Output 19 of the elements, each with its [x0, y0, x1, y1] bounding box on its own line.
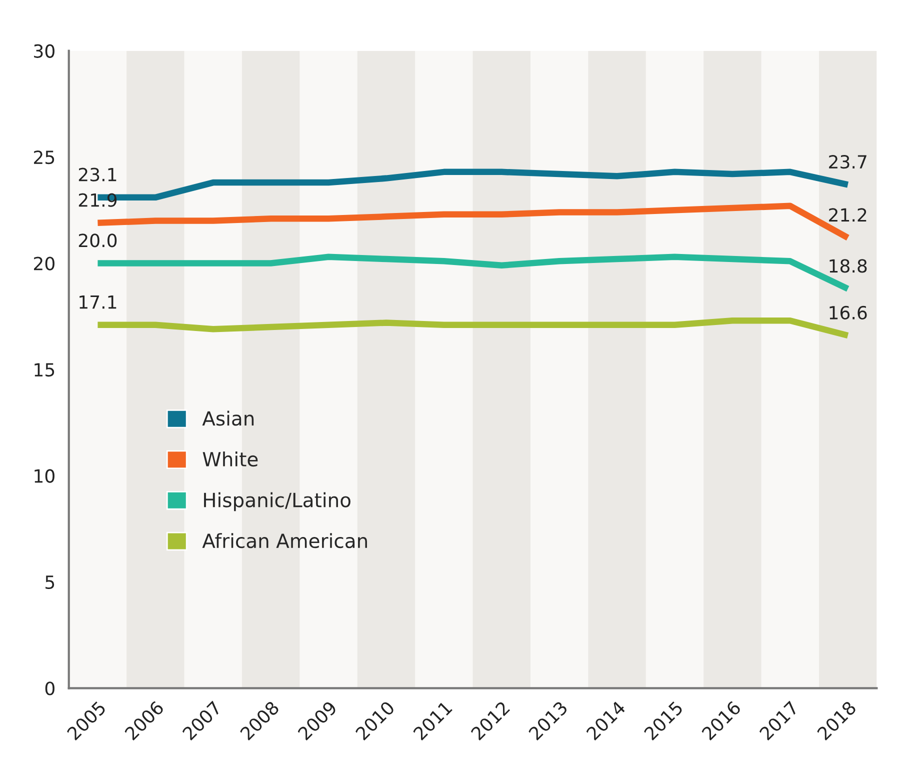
legend-label: Asian [202, 410, 254, 426]
legend-label: African American [202, 533, 367, 548]
data-label: 23.1 [78, 168, 116, 182]
data-label: 16.6 [830, 306, 867, 320]
y-tick-label: 5 [46, 576, 54, 590]
data-label: 20.0 [78, 234, 117, 248]
data-label: 18.8 [830, 259, 867, 273]
legend-label: White [202, 452, 258, 467]
y-tick-label: 15 [34, 363, 54, 377]
y-tick-label: 30 [34, 44, 54, 58]
legend-label: Hispanic/Latino [204, 492, 350, 512]
data-label: 17.1 [80, 295, 116, 309]
y-tick-label: 25 [34, 150, 54, 164]
y-tick-label: 20 [34, 256, 54, 270]
data-label: 21.2 [829, 208, 866, 222]
y-tick-label: 0 [45, 682, 54, 696]
data-label: 21.9 [78, 193, 117, 207]
y-tick-label: 10 [34, 469, 54, 483]
data-label: 23.7 [829, 155, 866, 169]
